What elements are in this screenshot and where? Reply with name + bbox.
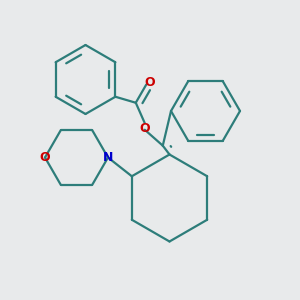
Text: O: O — [40, 151, 50, 164]
Text: O: O — [145, 76, 155, 89]
Text: N: N — [103, 151, 113, 164]
Text: O: O — [140, 122, 150, 135]
